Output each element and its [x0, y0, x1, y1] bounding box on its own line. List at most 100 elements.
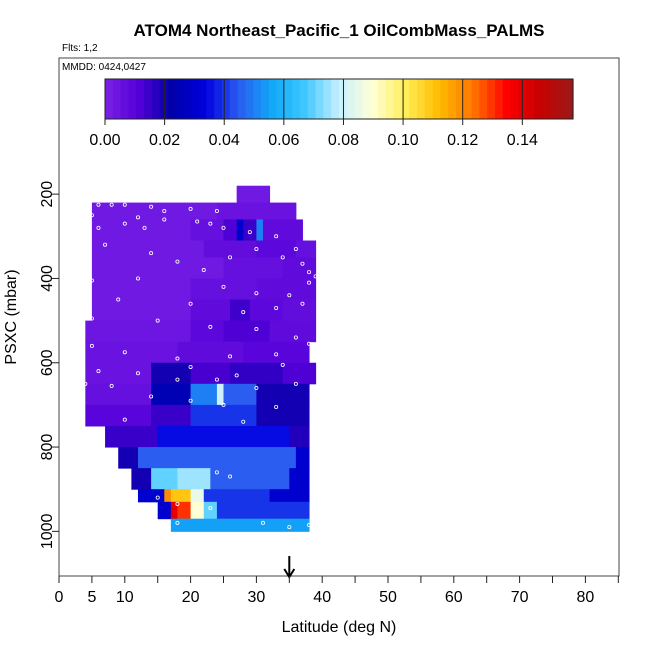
y-tick-label: 600 [39, 349, 56, 376]
heatmap-cell [223, 219, 238, 242]
colorbar-tick-label: 0.00 [89, 132, 120, 149]
heatmap-cell [91, 299, 192, 322]
heatmap-cell [170, 501, 178, 520]
sample-point [234, 373, 239, 378]
sample-point [155, 495, 160, 500]
sample-point [122, 221, 127, 226]
sample-point [307, 523, 312, 528]
colorbar-tick-label: 0.08 [328, 132, 359, 149]
x-tick-label: 5 [87, 589, 96, 606]
heatmap-cell [256, 278, 317, 301]
colorbar-swatch [565, 79, 574, 119]
sample-point [135, 215, 140, 220]
sample-point [135, 371, 140, 376]
colorbar-swatch [417, 79, 426, 119]
sample-point [162, 209, 167, 214]
heatmap-cell [210, 468, 290, 490]
heatmap-cell [190, 383, 218, 406]
colorbar-swatch [128, 79, 137, 119]
heatmap-cell [131, 468, 152, 490]
colorbar-swatch [315, 79, 324, 119]
sample-point [175, 501, 180, 506]
sample-point [188, 364, 193, 369]
sample-point [89, 213, 94, 218]
heatmap-cell [91, 202, 218, 220]
sample-point [109, 202, 114, 207]
colorbar-swatch [276, 79, 285, 119]
colorbar-swatch [526, 79, 535, 119]
colorbar-swatch [331, 79, 340, 119]
sample-point [228, 354, 233, 359]
sample-point [307, 280, 312, 285]
heatmap-cell [236, 185, 271, 204]
heatmap-cell [85, 320, 192, 343]
y-tick-label: 400 [39, 265, 56, 292]
heatmap-cell [190, 362, 231, 385]
heatmap-cell [295, 447, 310, 469]
colorbar-swatch [214, 79, 223, 119]
y-axis: 200 400 600 800 1000 [39, 181, 59, 549]
sample-point [208, 324, 213, 329]
arrow-marker [283, 556, 296, 579]
heatmap-cell [177, 501, 192, 520]
plot-frame [58, 57, 620, 577]
sample-point [254, 246, 259, 251]
colorbar-swatch [557, 79, 566, 119]
sample-point [149, 394, 154, 399]
colorbar-swatch [448, 79, 457, 119]
heatmap-cell [190, 404, 257, 427]
heatmap-cell [190, 320, 224, 343]
sample-point [300, 261, 305, 266]
sample-point [287, 525, 292, 530]
heatmap-cell [91, 219, 192, 242]
sample-point [155, 318, 160, 323]
sample-point [89, 278, 94, 283]
colorbar-tick-label: 0.06 [268, 132, 299, 149]
sample-point [300, 301, 305, 306]
sample-point [188, 206, 193, 211]
sample-point [293, 335, 298, 340]
x-tick-label: 50 [379, 589, 397, 606]
heatmap-cell [85, 362, 152, 385]
heatmap-cell [151, 468, 178, 490]
colorbar-swatch [159, 79, 168, 119]
sample-point [214, 470, 219, 475]
heatmap-cell [295, 240, 317, 258]
heatmap-cell [282, 257, 317, 279]
sample-point [228, 474, 233, 479]
sample-point [274, 305, 279, 310]
colorbar-swatch [495, 79, 504, 119]
sample-point [293, 381, 298, 386]
heatmap-cell [216, 383, 224, 406]
flights-label: Flts: 1,2 [62, 43, 98, 54]
heatmap-cell [157, 501, 172, 520]
heatmap-cell [118, 447, 139, 469]
colorbar-swatch [424, 79, 434, 119]
colorbar-swatch [229, 79, 239, 119]
sample-point [241, 310, 246, 315]
colorbar-swatch [510, 79, 519, 119]
colorbar-swatch [136, 79, 145, 119]
colorbar-tick-label: 0.14 [507, 132, 538, 149]
sample-point [135, 276, 140, 281]
sample-point [247, 230, 252, 235]
colorbar-swatch [463, 79, 473, 119]
colorbar-swatch [105, 79, 114, 119]
heatmap-cell [151, 404, 192, 427]
colorbar-swatch [378, 79, 387, 119]
heatmap-cell [230, 362, 284, 385]
heatmap-cell [249, 299, 284, 322]
heatmap-cell [85, 341, 178, 364]
heatmap-cell [157, 425, 290, 448]
colorbar-swatch [206, 79, 215, 119]
heatmap-cell [256, 219, 264, 242]
colorbar-swatch [300, 79, 309, 119]
colorbar-swatch [456, 79, 465, 119]
sample-point [221, 284, 226, 289]
y-tick-label: 800 [39, 434, 56, 461]
sample-point [254, 386, 259, 391]
sample-point [175, 259, 180, 264]
colorbar-swatch [292, 79, 301, 119]
heatmap-cell [177, 341, 244, 364]
